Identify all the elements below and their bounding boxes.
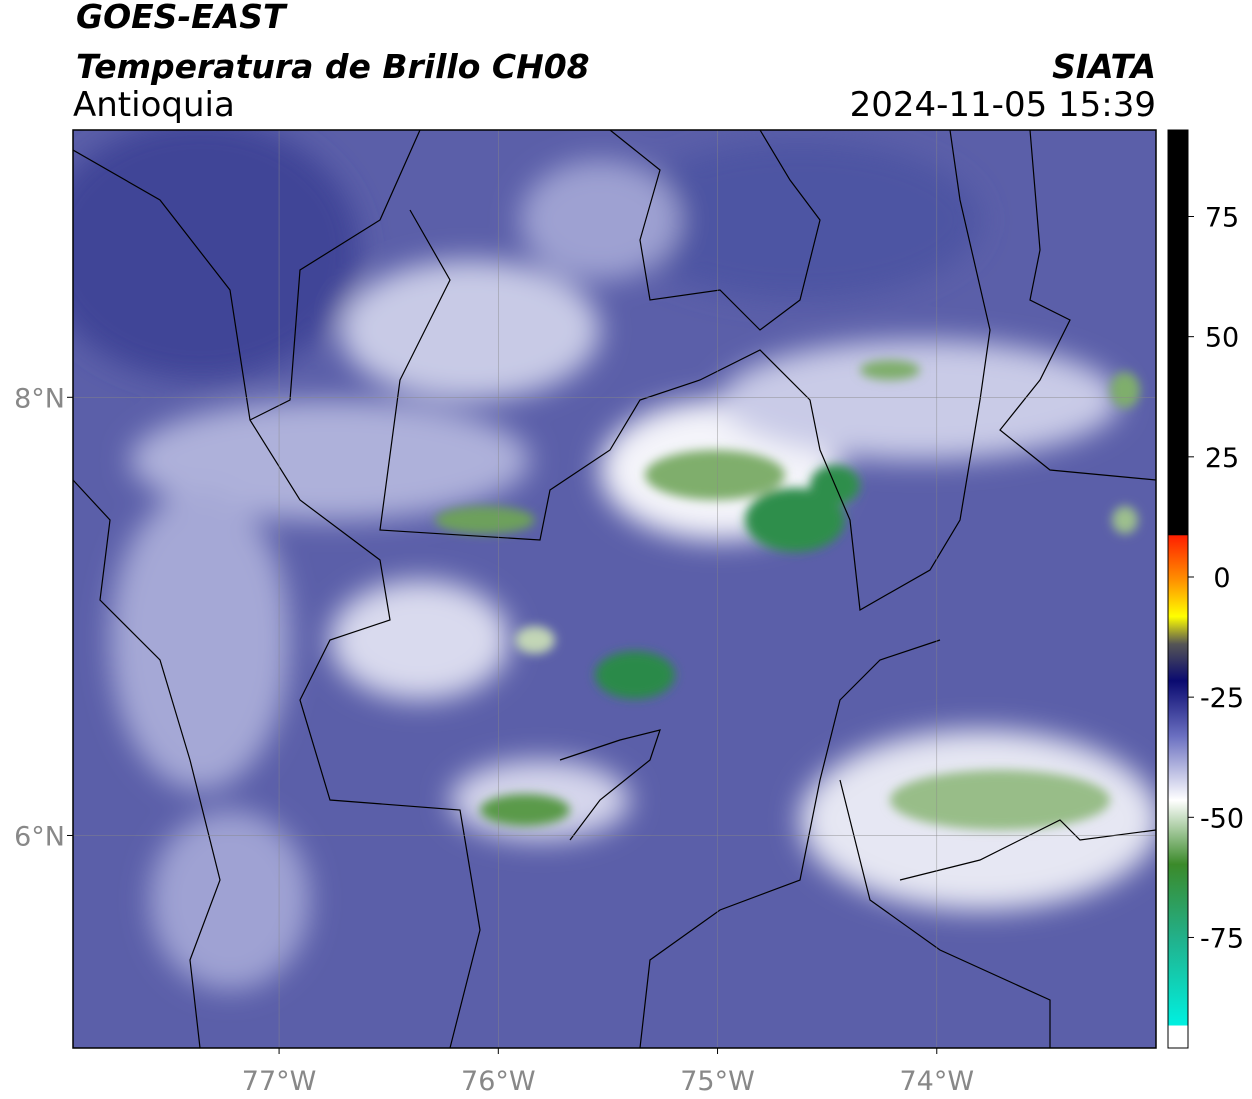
colorbar-tick-label: 75 bbox=[1205, 203, 1239, 234]
title-product: Temperatura de Brillo CH08 bbox=[76, 47, 590, 86]
title-satellite: GOES-EAST bbox=[76, 0, 288, 36]
colorbar-tick-label: 0 bbox=[1213, 563, 1230, 594]
lat-tick-label: 6°N bbox=[14, 821, 65, 852]
colorbar-tick-label: -75 bbox=[1200, 923, 1244, 954]
colorbar bbox=[1167, 129, 1189, 1049]
colorbar-tick-label: 50 bbox=[1205, 323, 1239, 354]
lon-tick-label: 75°W bbox=[680, 1066, 755, 1097]
imagery bbox=[73, 130, 1156, 1048]
source: SIATA bbox=[1052, 47, 1156, 86]
lon-tick-label: 74°W bbox=[899, 1066, 974, 1097]
colorbar-tick-label: 25 bbox=[1205, 443, 1239, 474]
colorbar-tick-label: -50 bbox=[1200, 803, 1244, 834]
colorbar-tick-label: -25 bbox=[1200, 683, 1244, 714]
lon-tick-label: 77°W bbox=[242, 1066, 317, 1097]
lon-tick-label: 76°W bbox=[461, 1066, 536, 1097]
graticule bbox=[73, 130, 1156, 1048]
region: Antioquia bbox=[73, 85, 235, 125]
datetime: 2024-11-05 15:39 bbox=[850, 85, 1156, 125]
map-frame bbox=[72, 129, 1157, 1049]
lat-tick-label: 8°N bbox=[14, 383, 65, 414]
